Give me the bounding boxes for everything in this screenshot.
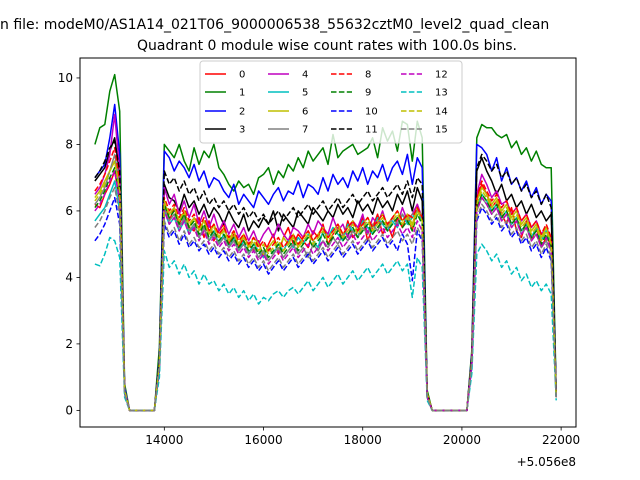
legend-label-15: 15 [435,125,448,136]
series-line-5 [94,180,557,412]
y-tick-label: 0 [65,404,73,418]
legend-label-4: 4 [302,70,308,81]
y-tick-label: 8 [65,138,73,152]
series-line-10 [94,196,557,412]
legend-label-14: 14 [435,107,448,118]
y-tick-label: 10 [58,71,73,85]
x-tick-label: 14000 [145,433,183,447]
chart-title: Quadrant 0 module wise count rates with … [137,38,517,54]
series-line-2 [94,103,557,412]
series-line-1 [94,73,557,412]
x-tick-label: 18000 [344,433,382,447]
legend-box [199,60,463,144]
series-line-13 [94,236,557,412]
legend-label-9: 9 [365,88,371,99]
axes-frame [79,57,577,428]
y-tick-label: 6 [65,204,73,218]
figure-suptitle: n file: modeM0/AS1A14_021T06_9000006538_… [0,17,549,33]
series-line-14 [94,160,557,412]
legend-label-8: 8 [365,70,371,81]
legend-label-5: 5 [302,88,308,99]
legend-label-2: 2 [239,107,245,118]
legend-label-3: 3 [239,125,245,136]
series-line-15 [94,186,557,412]
y-tick-label: 4 [65,271,73,285]
x-tick-label: 20000 [443,433,481,447]
legend-label-7: 7 [302,125,308,136]
legend-label-1: 1 [239,88,245,99]
legend-label-6: 6 [302,107,308,118]
series-line-11 [94,140,557,412]
x-offset-label: +5.056e8 [517,455,576,469]
legend-label-0: 0 [239,70,245,81]
series-layer [94,73,557,412]
legend-label-11: 11 [365,125,378,136]
y-tick-label: 2 [65,337,73,351]
x-axis: 14000 16000 18000 20000 22000 [145,427,580,447]
y-axis: 0 2 4 6 8 10 [58,71,80,418]
legend-label-12: 12 [435,70,448,81]
series-line-12 [94,170,557,412]
x-tick-label: 22000 [542,433,580,447]
legend-label-13: 13 [435,88,448,99]
legend-label-10: 10 [365,107,378,118]
series-line-9 [94,166,557,412]
series-line-8 [94,147,557,412]
x-tick-label: 16000 [244,433,282,447]
